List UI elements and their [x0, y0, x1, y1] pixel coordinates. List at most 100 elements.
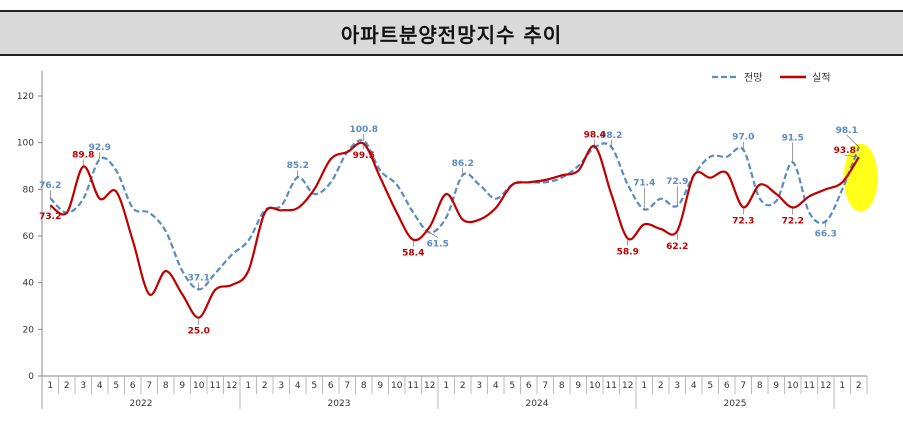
highlight-layer [843, 143, 878, 212]
chart-title-bar: 아파트분양전망지수 추이 [0, 10, 903, 56]
x-tick-label: 6 [328, 381, 334, 391]
x-tick-label: 6 [130, 381, 136, 391]
x-tick-label: 8 [163, 381, 169, 391]
data-label-forecast: 92.9 [89, 143, 111, 153]
x-tick-label: 1 [47, 381, 53, 391]
data-label-forecast: 91.5 [782, 134, 804, 144]
data-label-actual: 89.8 [72, 150, 94, 160]
x-tick-label: 2 [460, 381, 466, 391]
data-label-actual: 58.9 [617, 248, 639, 258]
data-label-actual: 99.5 [353, 151, 375, 161]
x-tick-label: 7 [740, 381, 746, 391]
x-tick-label: 8 [361, 381, 367, 391]
year-label: 2023 [328, 399, 351, 409]
data-label-forecast: 72.9 [666, 177, 688, 187]
x-tick-label: 2 [262, 381, 268, 391]
data-label-forecast: 71.4 [633, 178, 655, 188]
data-label-forecast: 100.8 [350, 125, 378, 135]
x-tick-label: 5 [113, 381, 119, 391]
data-label-leader [844, 154, 859, 158]
data-label-actual: 72.3 [732, 216, 754, 226]
data-label-actual: 58.4 [402, 249, 424, 259]
y-tick-label: 20 [23, 325, 35, 335]
year-label: 2022 [130, 399, 153, 409]
y-tick-label: 60 [23, 232, 35, 242]
x-tick-label: 3 [80, 381, 86, 391]
x-tick-label: 1 [641, 381, 647, 391]
x-tick-label: 12 [226, 381, 237, 391]
x-tick-label: 11 [210, 381, 221, 391]
x-tick-label: 3 [476, 381, 482, 391]
legend-label-forecast: 전망 [744, 72, 762, 84]
data-label-forecast: 66.3 [815, 229, 837, 239]
x-tick-label: 10 [391, 381, 403, 391]
data-label-actual: 62.2 [666, 242, 688, 252]
data-label-forecast: 76.2 [39, 181, 61, 191]
y-tick-label: 0 [28, 372, 34, 382]
highlight-marker [843, 143, 878, 212]
x-tick-label: 10 [193, 381, 205, 391]
x-tick-label: 10 [589, 381, 601, 391]
x-tick-label: 7 [146, 381, 152, 391]
x-tick-label: 6 [724, 381, 730, 391]
x-tick-label: 1 [839, 381, 845, 391]
x-tick-label: 4 [691, 381, 697, 391]
data-label-actual: 25.0 [188, 327, 210, 337]
x-tick-label: 9 [377, 381, 383, 391]
chart-title: 아파트분양전망지수 추이 [340, 22, 563, 47]
data-label-actual: 98.4 [584, 130, 606, 140]
x-tick-label: 7 [344, 381, 350, 391]
y-tick-label: 100 [17, 139, 34, 149]
x-tick-label: 8 [559, 381, 565, 391]
data-label-actual: 93.8 [834, 146, 856, 156]
x-tick-label: 5 [509, 381, 515, 391]
series-line-actual [49, 141, 860, 319]
x-tick-label: 12 [622, 381, 633, 391]
data-labels-layer: 76.2 92.9 37.1 85.2 100.8 61.5 86.2 98.2 71.4 72.… [39, 125, 859, 337]
y-tick-label: 40 [23, 279, 35, 289]
x-tick-label: 4 [493, 381, 499, 391]
y-tick-label: 120 [17, 92, 34, 102]
x-tick-label: 9 [575, 381, 581, 391]
x-tick-label: 3 [674, 381, 680, 391]
x-tick-label: 2 [856, 381, 862, 391]
series-layer [49, 139, 860, 319]
x-tick-label: 1 [245, 381, 251, 391]
x-tick-label: 3 [278, 381, 284, 391]
data-label-forecast: 61.5 [427, 240, 449, 250]
x-tick-label: 11 [408, 381, 419, 391]
year-label: 2024 [526, 399, 549, 409]
data-label-leader [429, 232, 438, 238]
x-tick-label: 5 [311, 381, 317, 391]
year-label: 2025 [724, 399, 747, 409]
data-label-forecast: 97.0 [732, 133, 754, 143]
legend-label-actual: 실적 [812, 72, 830, 84]
data-label-forecast: 98.1 [836, 126, 858, 136]
x-tick-label: 5 [707, 381, 713, 391]
x-tick-label: 12 [424, 381, 435, 391]
data-label-forecast: 85.2 [287, 161, 309, 171]
y-tick-label: 80 [23, 185, 35, 195]
x-tick-label: 10 [787, 381, 799, 391]
data-label-actual: 72.2 [782, 217, 804, 227]
x-tick-label: 7 [542, 381, 548, 391]
x-tick-label: 2 [64, 381, 70, 391]
x-tick-label: 8 [757, 381, 763, 391]
data-label-leader [846, 134, 859, 148]
x-tick-label: 4 [97, 381, 103, 391]
x-tick-label: 2 [658, 381, 664, 391]
x-tick-label: 12 [820, 381, 831, 391]
x-tick-label: 1 [443, 381, 449, 391]
data-label-forecast: 37.1 [188, 273, 210, 283]
x-tick-label: 9 [179, 381, 185, 391]
data-label-actual: 73.2 [39, 212, 61, 222]
legend: 전망 실적 [712, 72, 830, 84]
data-label-forecast: 86.2 [452, 159, 474, 169]
series-line-forecast [49, 139, 860, 291]
x-tick-label: 11 [804, 381, 815, 391]
x-tick-label: 4 [295, 381, 301, 391]
x-tick-label: 9 [773, 381, 779, 391]
x-tick-label: 6 [526, 381, 532, 391]
